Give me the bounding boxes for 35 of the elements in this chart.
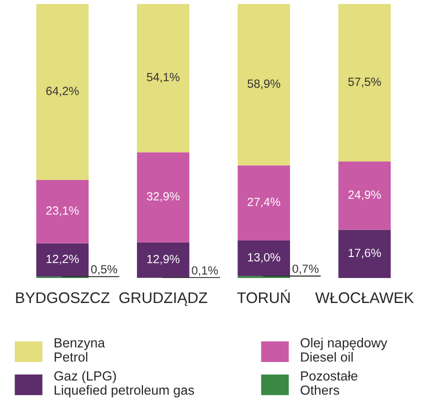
bar: [36, 4, 89, 180]
data-label: 0,5%: [91, 265, 118, 275]
bar: [338, 4, 391, 162]
legend-label: Olej napędowy Diesel oil: [300, 338, 388, 362]
bar: [238, 4, 290, 166]
data-label: 17,6%: [348, 248, 381, 258]
data-label: 64,2%: [46, 86, 79, 97]
bar: [36, 243, 89, 277]
data-label: 12,9%: [147, 254, 180, 265]
x-tick-label: WŁOCŁAWEK: [315, 292, 414, 304]
data-label: 57,5%: [348, 78, 381, 88]
data-label: 27,4%: [248, 198, 280, 208]
bar: [136, 4, 190, 152]
data-label: 24,9%: [348, 190, 381, 200]
data-label: 32,9%: [146, 192, 180, 202]
data-label: 23,1%: [46, 206, 79, 216]
x-tick-label: BYDGOSZCZ: [16, 292, 110, 304]
legend-label: Benzyna Petrol: [54, 338, 105, 362]
legend-label: Gaz (LPG) Liquefied petroleum gas: [54, 370, 194, 398]
bar: [136, 242, 190, 278]
x-tick-label: TORUŃ: [237, 290, 290, 304]
bar: [238, 240, 290, 276]
x-tick-label: GRUDZIĄDZ: [119, 292, 208, 306]
data-label: 58,9%: [248, 80, 280, 90]
data-label: 12,2%: [46, 254, 79, 264]
bar: [338, 162, 391, 230]
bar: [238, 165, 290, 240]
data-label: 54,1%: [146, 72, 180, 83]
bar: [36, 180, 89, 244]
data-label: 0,7%: [292, 264, 319, 274]
legend-label: Pozostałe Others: [300, 370, 358, 395]
data-label: 13,0%: [248, 253, 280, 263]
data-label: 0,1%: [192, 266, 218, 276]
bar: [338, 230, 391, 278]
bar: [136, 152, 190, 242]
